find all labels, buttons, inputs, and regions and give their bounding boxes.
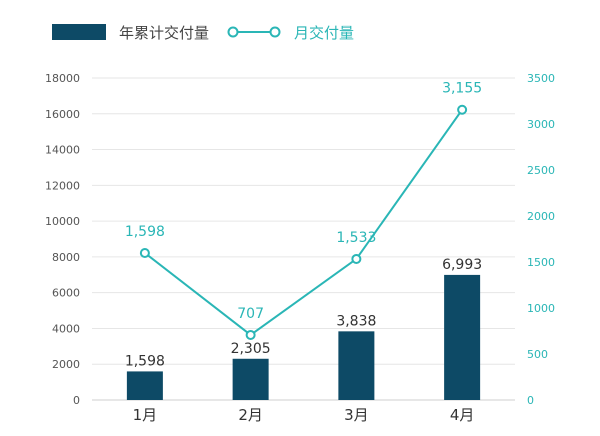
- gridlines: [92, 77, 515, 401]
- line-value-label: 1,533: [336, 230, 376, 246]
- legend-bar-label: 年累计交付量: [119, 24, 209, 42]
- bar: [126, 371, 163, 400]
- legend-line-label: 月交付量: [294, 24, 354, 42]
- y-right-tick-label: 1000: [527, 302, 555, 315]
- left-axis: 0 2000 4000 6000 8000 10000 12000 14000 16000 180…: [45, 72, 80, 407]
- y-right-tick-label: 2500: [527, 164, 555, 177]
- x-tick-label: 1月: [133, 406, 158, 424]
- y-left-tick-label: 14000: [45, 144, 80, 157]
- y-right-tick-label: 0: [527, 394, 534, 407]
- line-series: 1,598 707 1,533 3,155: [125, 81, 482, 340]
- line-point: [457, 104, 468, 115]
- bar-series: 1,598 2,305 3,838 6,993: [125, 257, 482, 400]
- legend: 年累计交付量 月交付量: [52, 24, 354, 42]
- x-tick-label: 2月: [238, 406, 263, 424]
- bar: [232, 358, 269, 400]
- line-path: [144, 109, 463, 337]
- y-left-tick-label: 4000: [52, 322, 80, 335]
- line-value-label: 707: [237, 306, 264, 322]
- line-point: [245, 329, 256, 340]
- bar-value-label: 6,993: [442, 257, 482, 273]
- y-left-tick-label: 0: [73, 394, 80, 407]
- y-right-tick-label: 1500: [527, 256, 555, 269]
- legend-line-marker: [227, 26, 239, 38]
- line-point: [139, 247, 150, 258]
- y-left-tick-label: 18000: [45, 72, 80, 85]
- line-value-label: 3,155: [442, 81, 482, 97]
- line-value-label: 1,598: [125, 224, 165, 240]
- y-right-tick-label: 3000: [527, 118, 555, 131]
- y-left-tick-label: 16000: [45, 108, 80, 121]
- right-axis: 0 500 1000 1500 2000 2500 3000 3500: [527, 72, 555, 407]
- bar-value-label: 3,838: [336, 313, 376, 329]
- y-right-tick-label: 2000: [527, 210, 555, 223]
- bar-value-label: 1,598: [125, 353, 165, 369]
- legend-line-marker: [269, 26, 281, 38]
- bar: [338, 331, 375, 400]
- y-right-tick-label: 500: [527, 348, 548, 361]
- line-point: [351, 253, 362, 264]
- y-left-tick-label: 12000: [45, 179, 80, 192]
- x-tick-label: 4月: [450, 406, 475, 424]
- y-left-tick-label: 10000: [45, 215, 80, 228]
- x-axis: 1月 2月 3月 4月: [133, 406, 475, 424]
- y-left-tick-label: 6000: [52, 287, 80, 300]
- bar-value-label: 2,305: [231, 341, 271, 357]
- x-tick-label: 3月: [344, 406, 369, 424]
- y-left-tick-label: 8000: [52, 251, 80, 264]
- legend-bar-swatch: [52, 24, 106, 40]
- bar: [444, 274, 481, 400]
- y-right-tick-label: 3500: [527, 72, 555, 85]
- y-left-tick-label: 2000: [52, 358, 80, 371]
